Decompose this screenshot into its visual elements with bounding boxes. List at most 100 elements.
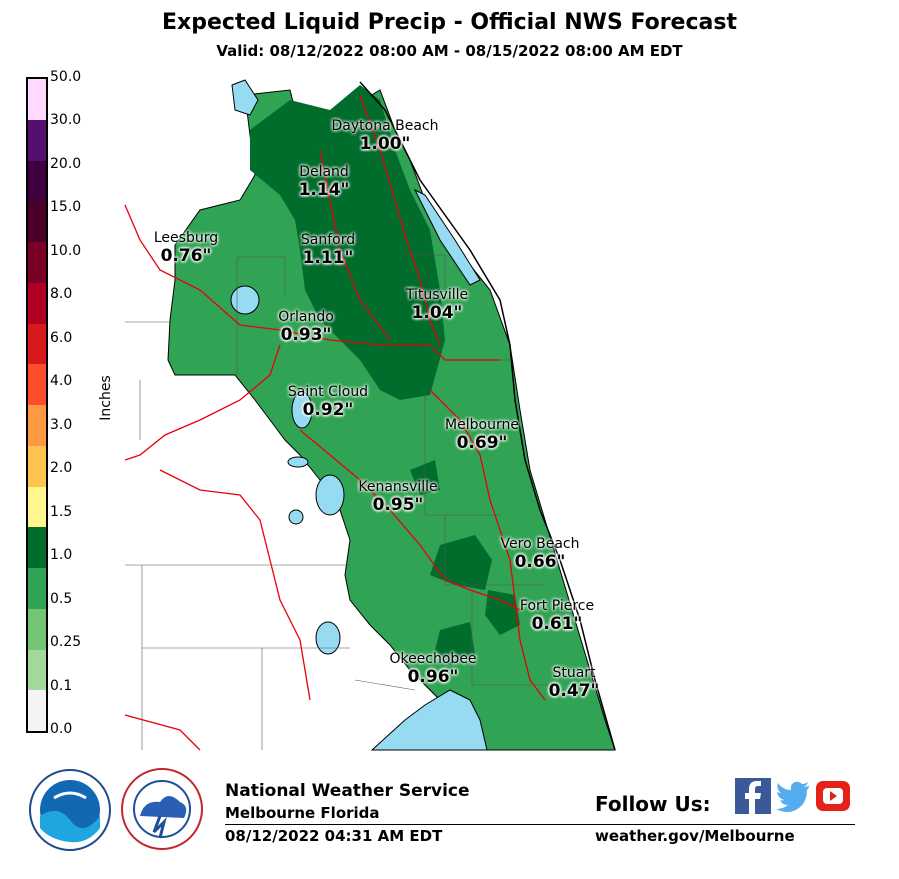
lake-okeechobee: [370, 689, 488, 751]
color-bar-segment: [28, 649, 46, 691]
city-precip-value: 0.96": [407, 667, 459, 687]
city-name: Melbourne: [445, 417, 519, 433]
color-bar-tick-label: 50.0: [50, 69, 82, 85]
city-name: Okeechobee: [389, 651, 477, 667]
precip-area-1.0-1.5: [250, 85, 445, 400]
city-precip-value: 0.93": [280, 325, 332, 345]
lake: [230, 285, 260, 315]
color-bar-segment: [28, 445, 46, 487]
lake: [291, 391, 313, 429]
color-bar-tick-label: 6.0: [50, 329, 73, 346]
city-label: Kenansville 0.95": [358, 479, 437, 515]
city-name: Daytona Beach: [331, 118, 439, 134]
color-bar-tick-label: 1.5: [50, 503, 73, 520]
city-name: Fort Pierce: [519, 598, 595, 614]
color-bar-segment: [28, 405, 46, 446]
issued-time: 08/12/2022 04:31 AM EDT: [225, 827, 443, 845]
office-name: National Weather Service: [225, 781, 470, 801]
color-bar-tick-label: 3.0: [50, 416, 73, 433]
coastline: [359, 81, 616, 751]
city-precip-value: 1.04": [411, 303, 463, 323]
color-bar-tick-label: 10.0: [50, 242, 82, 259]
color-bar-segment: [28, 79, 46, 120]
city-label: Melbourne 0.69": [445, 417, 519, 453]
color-bar-segment: [28, 323, 46, 365]
color-bar-tick-label: 15.0: [50, 199, 82, 216]
color-bar-segment: [28, 119, 46, 161]
indian-river-lagoon: [413, 188, 481, 286]
color-bar-segment: [28, 527, 46, 568]
city-label: Vero Beach 0.66": [501, 536, 580, 572]
precip-area-1.0-1.5: [430, 535, 492, 590]
lake-george: [231, 79, 259, 116]
color-bar-tick-label: 0.25: [50, 634, 82, 651]
color-bar-tick-label: 2.0: [50, 460, 73, 477]
city-precip-value: 0.61": [531, 614, 583, 634]
color-bar-tick-label: 4.0: [50, 373, 73, 390]
city-precip-value: 0.69": [456, 433, 508, 453]
city-name: Kenansville: [358, 479, 438, 495]
color-bar-segment: [28, 242, 46, 283]
map-title: Expected Liquid Precip - Official NWS Fo…: [162, 10, 737, 35]
city-precip-value: 0.92": [302, 400, 354, 420]
color-bar-tick-label: 20.0: [50, 155, 82, 172]
precip-area-1.0-1.5: [485, 590, 520, 635]
color-bar-segment: [28, 690, 46, 731]
city-label: Saint Cloud 0.92": [288, 384, 368, 420]
city-label: Stuart 0.47": [549, 665, 600, 701]
valid-period: Valid: 08/12/2022 08:00 AM - 08/15/2022 …: [216, 42, 683, 60]
city-precip-value: 0.76": [160, 246, 212, 266]
lake: [315, 621, 341, 655]
lake: [287, 456, 309, 468]
city-precip-value: 1.11": [302, 248, 354, 268]
twitter-icon[interactable]: [775, 778, 811, 814]
lake: [288, 509, 304, 525]
city-name: Titusville: [405, 287, 469, 303]
city-precip-value: 0.47": [548, 681, 600, 701]
color-bar-segment: [28, 201, 46, 242]
city-name: Deland: [299, 164, 349, 180]
nws-logo: [121, 768, 203, 850]
color-bar-tick-label: 1.0: [50, 547, 73, 564]
color-bar-tick-label: 8.0: [50, 286, 73, 303]
city-precip-value: 0.66": [514, 552, 566, 572]
color-bar-tick-label: 30.0: [50, 112, 82, 129]
city-label: Titusville 1.04": [406, 287, 468, 323]
color-bar-segment: [28, 364, 46, 405]
color-bar-tick-label: 0.5: [50, 590, 73, 607]
city-name: Stuart: [552, 665, 596, 681]
color-bar-segment: [28, 160, 46, 202]
city-name: Vero Beach: [500, 536, 580, 552]
city-label: Fort Pierce 0.61": [520, 598, 594, 634]
highways: [124, 94, 546, 751]
precip-color-bar: [26, 77, 48, 733]
city-precip-value: 1.00": [359, 134, 411, 154]
color-bar-tick-label: 0.0: [50, 721, 73, 737]
office-location: Melbourne Florida: [225, 804, 380, 822]
city-name: Saint Cloud: [287, 384, 369, 400]
city-precip-value: 0.95": [372, 495, 424, 515]
city-precip-value: 1.14": [298, 180, 350, 200]
footer-divider: [225, 824, 855, 825]
color-bar-segment: [28, 608, 46, 650]
city-name: Sanford: [300, 232, 356, 248]
color-bar-segment: [28, 568, 46, 609]
city-label: Sanford 1.11": [301, 232, 355, 268]
color-bar-segment: [28, 486, 46, 528]
city-label: Leesburg 0.76": [154, 230, 218, 266]
city-name: Leesburg: [153, 230, 219, 246]
facebook-icon[interactable]: [735, 778, 771, 814]
lake: [315, 474, 345, 516]
color-bar-segment: [28, 282, 46, 324]
follow-us-label: Follow Us:: [595, 792, 711, 816]
website-link[interactable]: weather.gov/Melbourne: [595, 827, 795, 845]
color-bar-tick-label: 0.1: [50, 677, 73, 694]
city-name: Orlando: [278, 309, 334, 325]
city-label: Deland 1.14": [299, 164, 350, 200]
city-label: Orlando 0.93": [278, 309, 334, 345]
city-label: Daytona Beach 1.00": [332, 118, 439, 154]
youtube-icon[interactable]: [815, 778, 851, 814]
precip-area-1.0-1.5: [435, 622, 475, 665]
city-label: Okeechobee 0.96": [389, 651, 476, 687]
noaa-logo: [29, 769, 111, 851]
